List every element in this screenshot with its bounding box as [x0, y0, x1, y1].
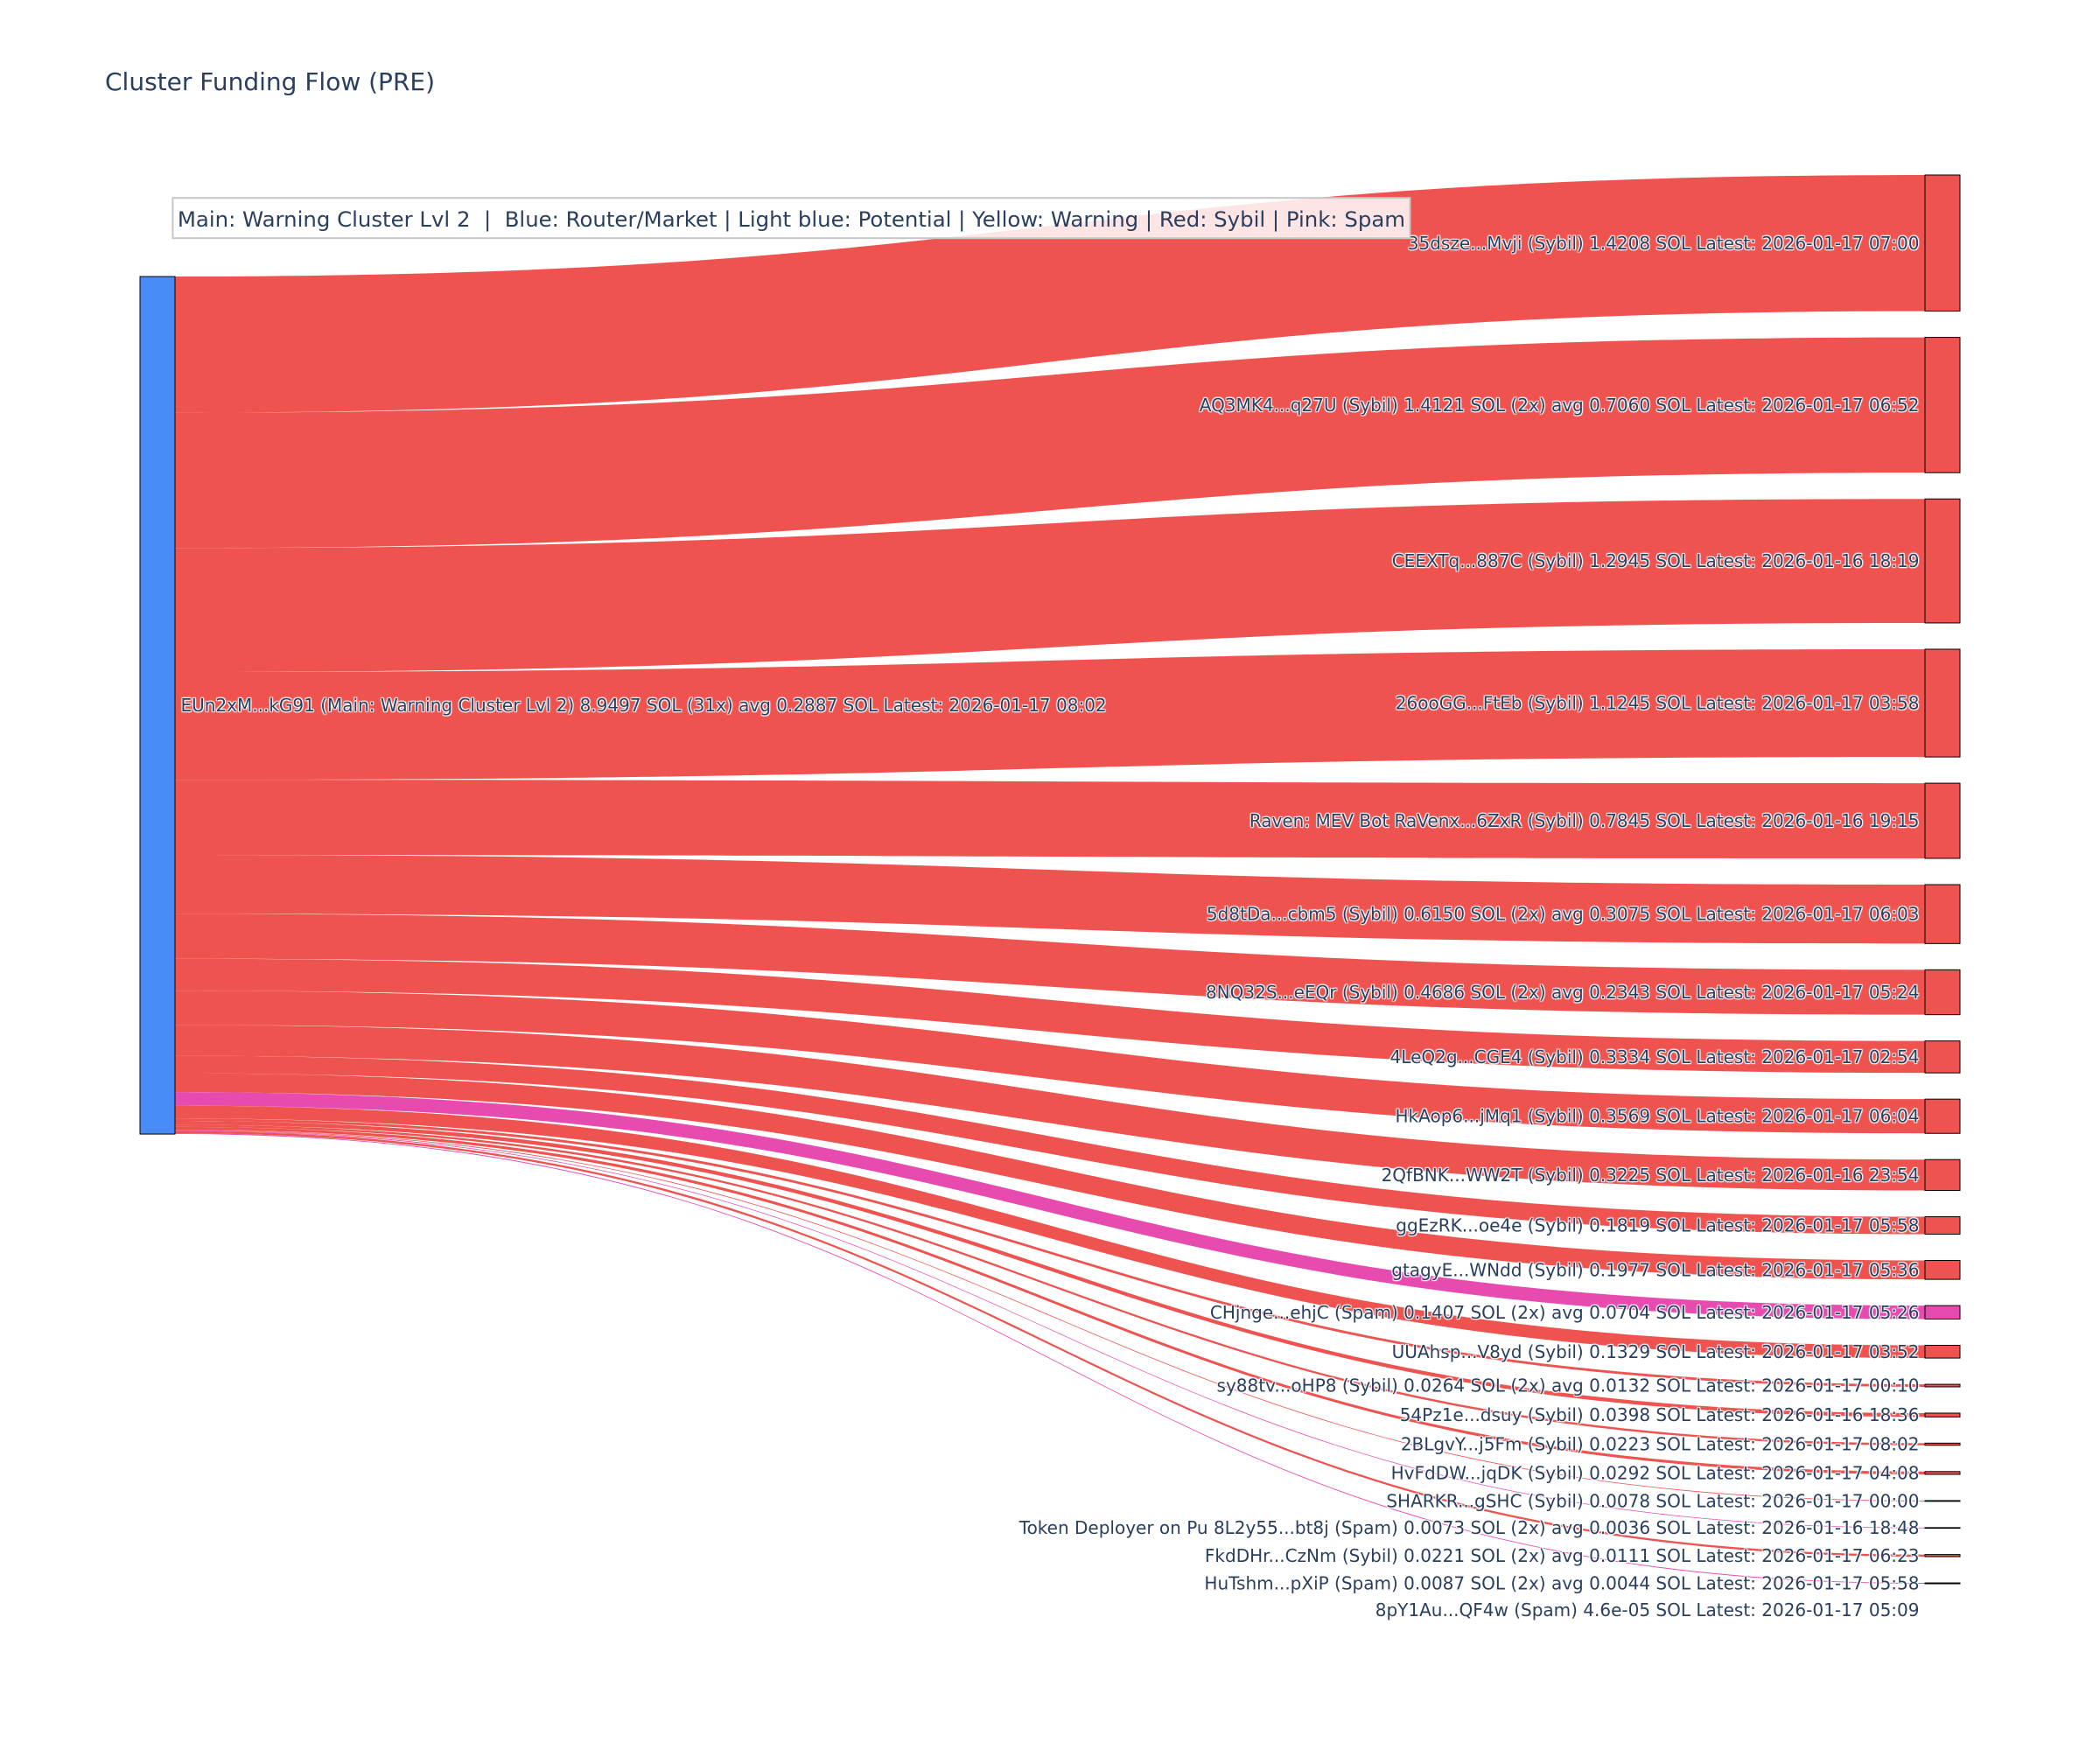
svg-text:54Pz1e...dsuy (Sybil) 0.0398 S: 54Pz1e...dsuy (Sybil) 0.0398 SOL Latest:… [1400, 1404, 1920, 1425]
svg-text:UUAhsp...V8yd (Sybil) 0.1329 S: UUAhsp...V8yd (Sybil) 0.1329 SOL Latest:… [1392, 1341, 1920, 1362]
svg-text:CHjnge...ehjC (Spam) 0.1407 SO: CHjnge...ehjC (Spam) 0.1407 SOL (2x) avg… [1210, 1302, 1920, 1323]
svg-text:sy88tv...oHP8 (Sybil) 0.0264 S: sy88tv...oHP8 (Sybil) 0.0264 SOL (2x) av… [1217, 1376, 1920, 1396]
svg-text:FkdDHr...CzNm (Sybil) 0.0221 S: FkdDHr...CzNm (Sybil) 0.0221 SOL (2x) av… [1205, 1545, 1920, 1566]
svg-text:gtagyE...WNdd (Sybil) 0.1977 S: gtagyE...WNdd (Sybil) 0.1977 SOL Latest:… [1391, 1259, 1919, 1280]
svg-text:35dsze...Mvji (Sybil) 1.4208 S: 35dsze...Mvji (Sybil) 1.4208 SOL Latest:… [1408, 233, 1920, 254]
svg-text:SHARKR...gSHC (Sybil) 0.0078 S: SHARKR...gSHC (Sybil) 0.0078 SOL Latest:… [1386, 1490, 1919, 1511]
svg-text:HkAop6...jMq1 (Sybil) 0.3569 S: HkAop6...jMq1 (Sybil) 0.3569 SOL Latest:… [1396, 1106, 1920, 1127]
svg-text:4LeQ2g...CGE4 (Sybil) 0.3334 S: 4LeQ2g...CGE4 (Sybil) 0.3334 SOL Latest:… [1390, 1046, 1920, 1068]
svg-text:CEEXTq...887C (Sybil) 1.2945 S: CEEXTq...887C (Sybil) 1.2945 SOL Latest:… [1392, 550, 1920, 571]
svg-text:2QfBNK...WW2T (Sybil) 0.3225 S: 2QfBNK...WW2T (Sybil) 0.3225 SOL Latest:… [1382, 1165, 1920, 1186]
svg-text:5d8tDa...cbm5 (Sybil) 0.6150 S: 5d8tDa...cbm5 (Sybil) 0.6150 SOL (2x) av… [1207, 904, 1920, 925]
svg-text:2BLgvY...j5Fm (Sybil) 0.0223 S: 2BLgvY...j5Fm (Sybil) 0.0223 SOL Latest:… [1401, 1434, 1920, 1455]
svg-text:Cluster Funding Flow (PRE): Cluster Funding Flow (PRE) [105, 67, 435, 96]
svg-text:Token Deployer on Pu 8L2y55...: Token Deployer on Pu 8L2y55...bt8j (Spam… [1018, 1517, 1920, 1538]
svg-text:8pY1Au...QF4w (Spam) 4.6e-05 S: 8pY1Au...QF4w (Spam) 4.6e-05 SOL Latest:… [1376, 1600, 1920, 1620]
svg-text:HvFdDW...jqDK (Sybil) 0.0292 S: HvFdDW...jqDK (Sybil) 0.0292 SOL Latest:… [1391, 1462, 1920, 1483]
svg-text:ggEzRK...oe4e (Sybil) 0.1819 S: ggEzRK...oe4e (Sybil) 0.1819 SOL Latest:… [1396, 1215, 1919, 1236]
svg-text:Main: Warning Cluster Lvl 2 |: Main: Warning Cluster Lvl 2 | Blue: Rout… [178, 206, 1405, 232]
svg-text:EUn2xM...kG91 (Main: Warning C: EUn2xM...kG91 (Main: Warning Cluster Lvl… [181, 695, 1107, 716]
svg-text:HuTshm...pXiP (Spam) 0.0087 SO: HuTshm...pXiP (Spam) 0.0087 SOL (2x) avg… [1204, 1573, 1919, 1594]
svg-text:26ooGG...FtEb (Sybil) 1.1245 S: 26ooGG...FtEb (Sybil) 1.1245 SOL Latest:… [1396, 693, 1920, 714]
svg-text:AQ3MK4...q27U (Sybil) 1.4121 S: AQ3MK4...q27U (Sybil) 1.4121 SOL (2x) av… [1200, 395, 1920, 416]
svg-text:Raven: MEV Bot RaVenx...6ZxR (: Raven: MEV Bot RaVenx...6ZxR (Sybil) 0.7… [1250, 810, 1920, 831]
svg-text:8NQ32S...eEQr (Sybil) 0.4686 S: 8NQ32S...eEQr (Sybil) 0.4686 SOL (2x) av… [1206, 982, 1920, 1003]
